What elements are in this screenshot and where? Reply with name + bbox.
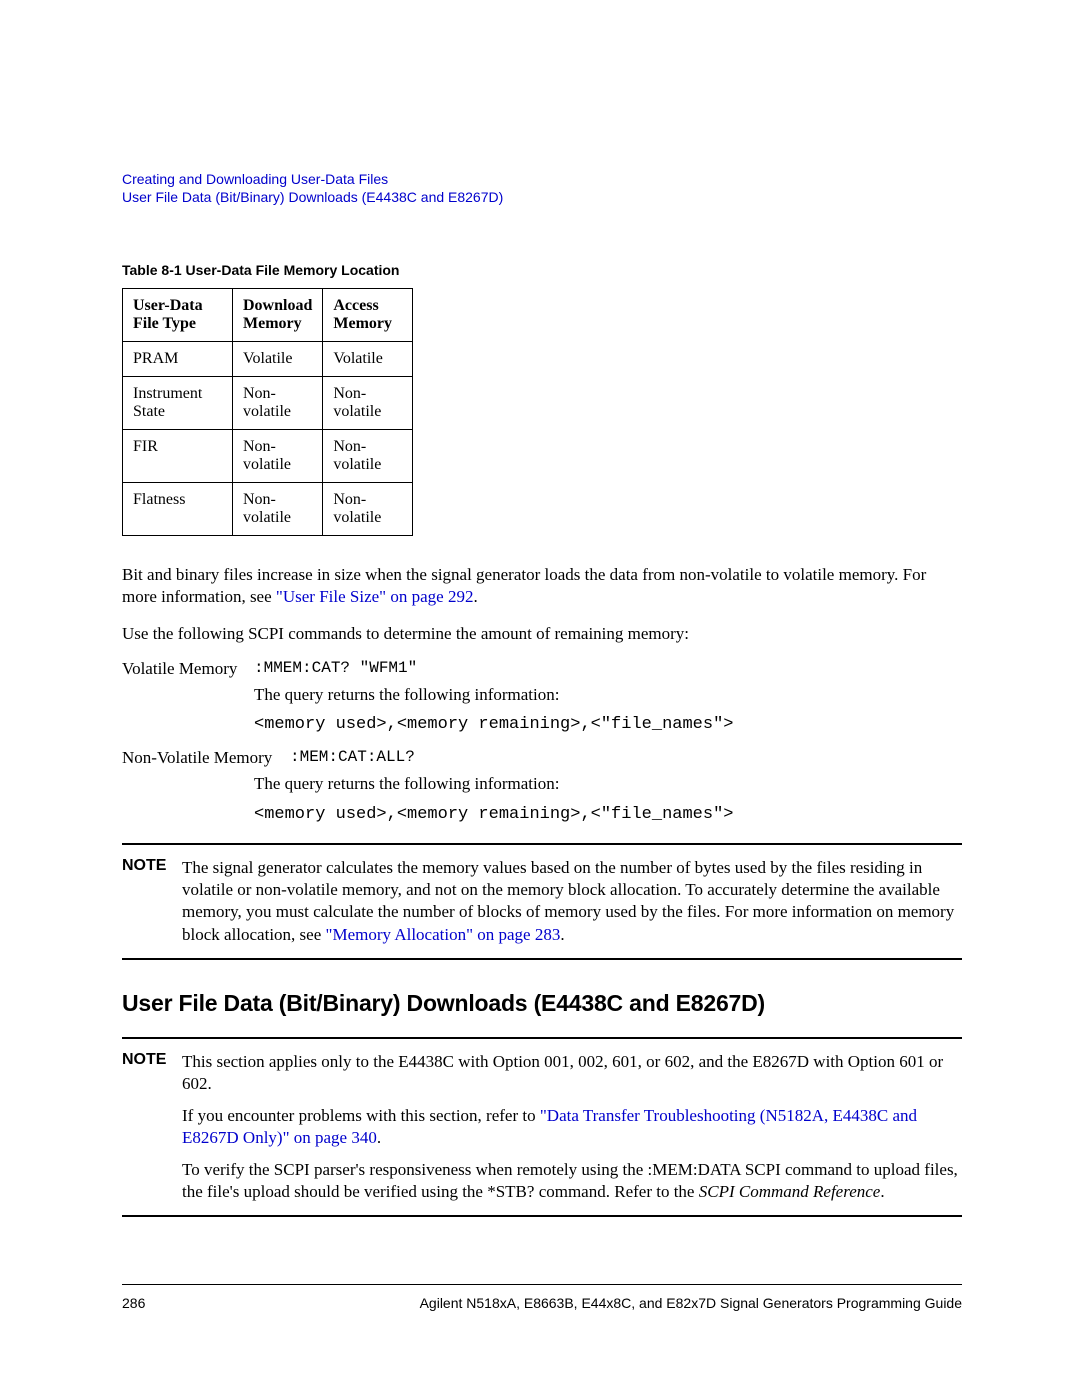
header-chapter: Creating and Downloading User-Data Files [122, 170, 962, 188]
col-header: Access Memory [323, 289, 413, 342]
table-cell: Volatile [233, 342, 323, 377]
note-para: To verify the SCPI parser's responsivene… [182, 1159, 962, 1203]
memory-location-table: User-Data File Type Download Memory Acce… [122, 288, 413, 536]
page-footer: 286 Agilent N518xA, E8663B, E44x8C, and … [122, 1284, 962, 1311]
note-text: The signal generator calculates the memo… [182, 857, 962, 945]
volatile-desc: The query returns the following informat… [254, 683, 962, 708]
note-memory-calc: NOTE The signal generator calculates the… [122, 843, 962, 959]
table-cell: FIR [123, 430, 233, 483]
note-section-applies: NOTE This section applies only to the E4… [122, 1037, 962, 1218]
table-row: PRAM Volatile Volatile [123, 342, 413, 377]
nonvolatile-memory-row: Non-Volatile Memory :MEM:CAT:ALL? [122, 748, 962, 768]
scpi-ref-italic: SCPI Command Reference [699, 1182, 881, 1201]
paragraph-scpi: Use the following SCPI commands to deter… [122, 623, 962, 645]
note-label: NOTE [122, 1051, 182, 1204]
nonvolatile-return: <memory used>,<memory remaining>,<"file_… [254, 803, 962, 828]
text: . [560, 925, 564, 944]
note-para: If you encounter problems with this sect… [182, 1105, 962, 1149]
nonvolatile-cmd: :MEM:CAT:ALL? [290, 748, 415, 768]
nonvolatile-label: Non-Volatile Memory [122, 748, 290, 768]
table-cell: Non-volatile [233, 377, 323, 430]
table-cell: Non-volatile [233, 483, 323, 536]
volatile-cmd: :MMEM:CAT? "WFM1" [254, 659, 417, 679]
nonvolatile-desc: The query returns the following informat… [254, 772, 962, 797]
volatile-label: Volatile Memory [122, 659, 254, 679]
link-memory-allocation[interactable]: "Memory Allocation" on page 283 [326, 925, 561, 944]
text: . [880, 1182, 884, 1201]
volatile-memory-row: Volatile Memory :MMEM:CAT? "WFM1" [122, 659, 962, 679]
table-row: Instrument State Non-volatile Non-volati… [123, 377, 413, 430]
table-cell: Non-volatile [323, 483, 413, 536]
note-label: NOTE [122, 857, 182, 945]
table-cell: Instrument State [123, 377, 233, 430]
table-cell: Non-volatile [233, 430, 323, 483]
text: If you encounter problems with this sect… [182, 1106, 540, 1125]
table-header-row: User-Data File Type Download Memory Acce… [123, 289, 413, 342]
table-caption: Table 8-1 User-Data File Memory Location [122, 262, 962, 278]
table-cell: PRAM [123, 342, 233, 377]
note-text: This section applies only to the E4438C … [182, 1051, 962, 1204]
table-cell: Non-volatile [323, 430, 413, 483]
page-number: 286 [122, 1295, 145, 1311]
table-row: FIR Non-volatile Non-volatile [123, 430, 413, 483]
text: . [377, 1128, 381, 1147]
table-row: Flatness Non-volatile Non-volatile [123, 483, 413, 536]
note-para: This section applies only to the E4438C … [182, 1051, 962, 1095]
paragraph-file-size: Bit and binary files increase in size wh… [122, 564, 962, 608]
col-header: Download Memory [233, 289, 323, 342]
col-header: User-Data File Type [123, 289, 233, 342]
footer-title: Agilent N518xA, E8663B, E44x8C, and E82x… [420, 1295, 962, 1311]
table-cell: Volatile [323, 342, 413, 377]
text: Bit and binary files increase in size wh… [122, 565, 926, 606]
table-cell: Non-volatile [323, 377, 413, 430]
volatile-return: <memory used>,<memory remaining>,<"file_… [254, 713, 962, 738]
section-heading: User File Data (Bit/Binary) Downloads (E… [122, 990, 962, 1017]
link-user-file-size[interactable]: "User File Size" on page 292 [276, 587, 474, 606]
table-cell: Flatness [123, 483, 233, 536]
text: . [473, 587, 477, 606]
text: The signal generator calculates the memo… [182, 858, 954, 943]
header-section: User File Data (Bit/Binary) Downloads (E… [122, 188, 962, 206]
